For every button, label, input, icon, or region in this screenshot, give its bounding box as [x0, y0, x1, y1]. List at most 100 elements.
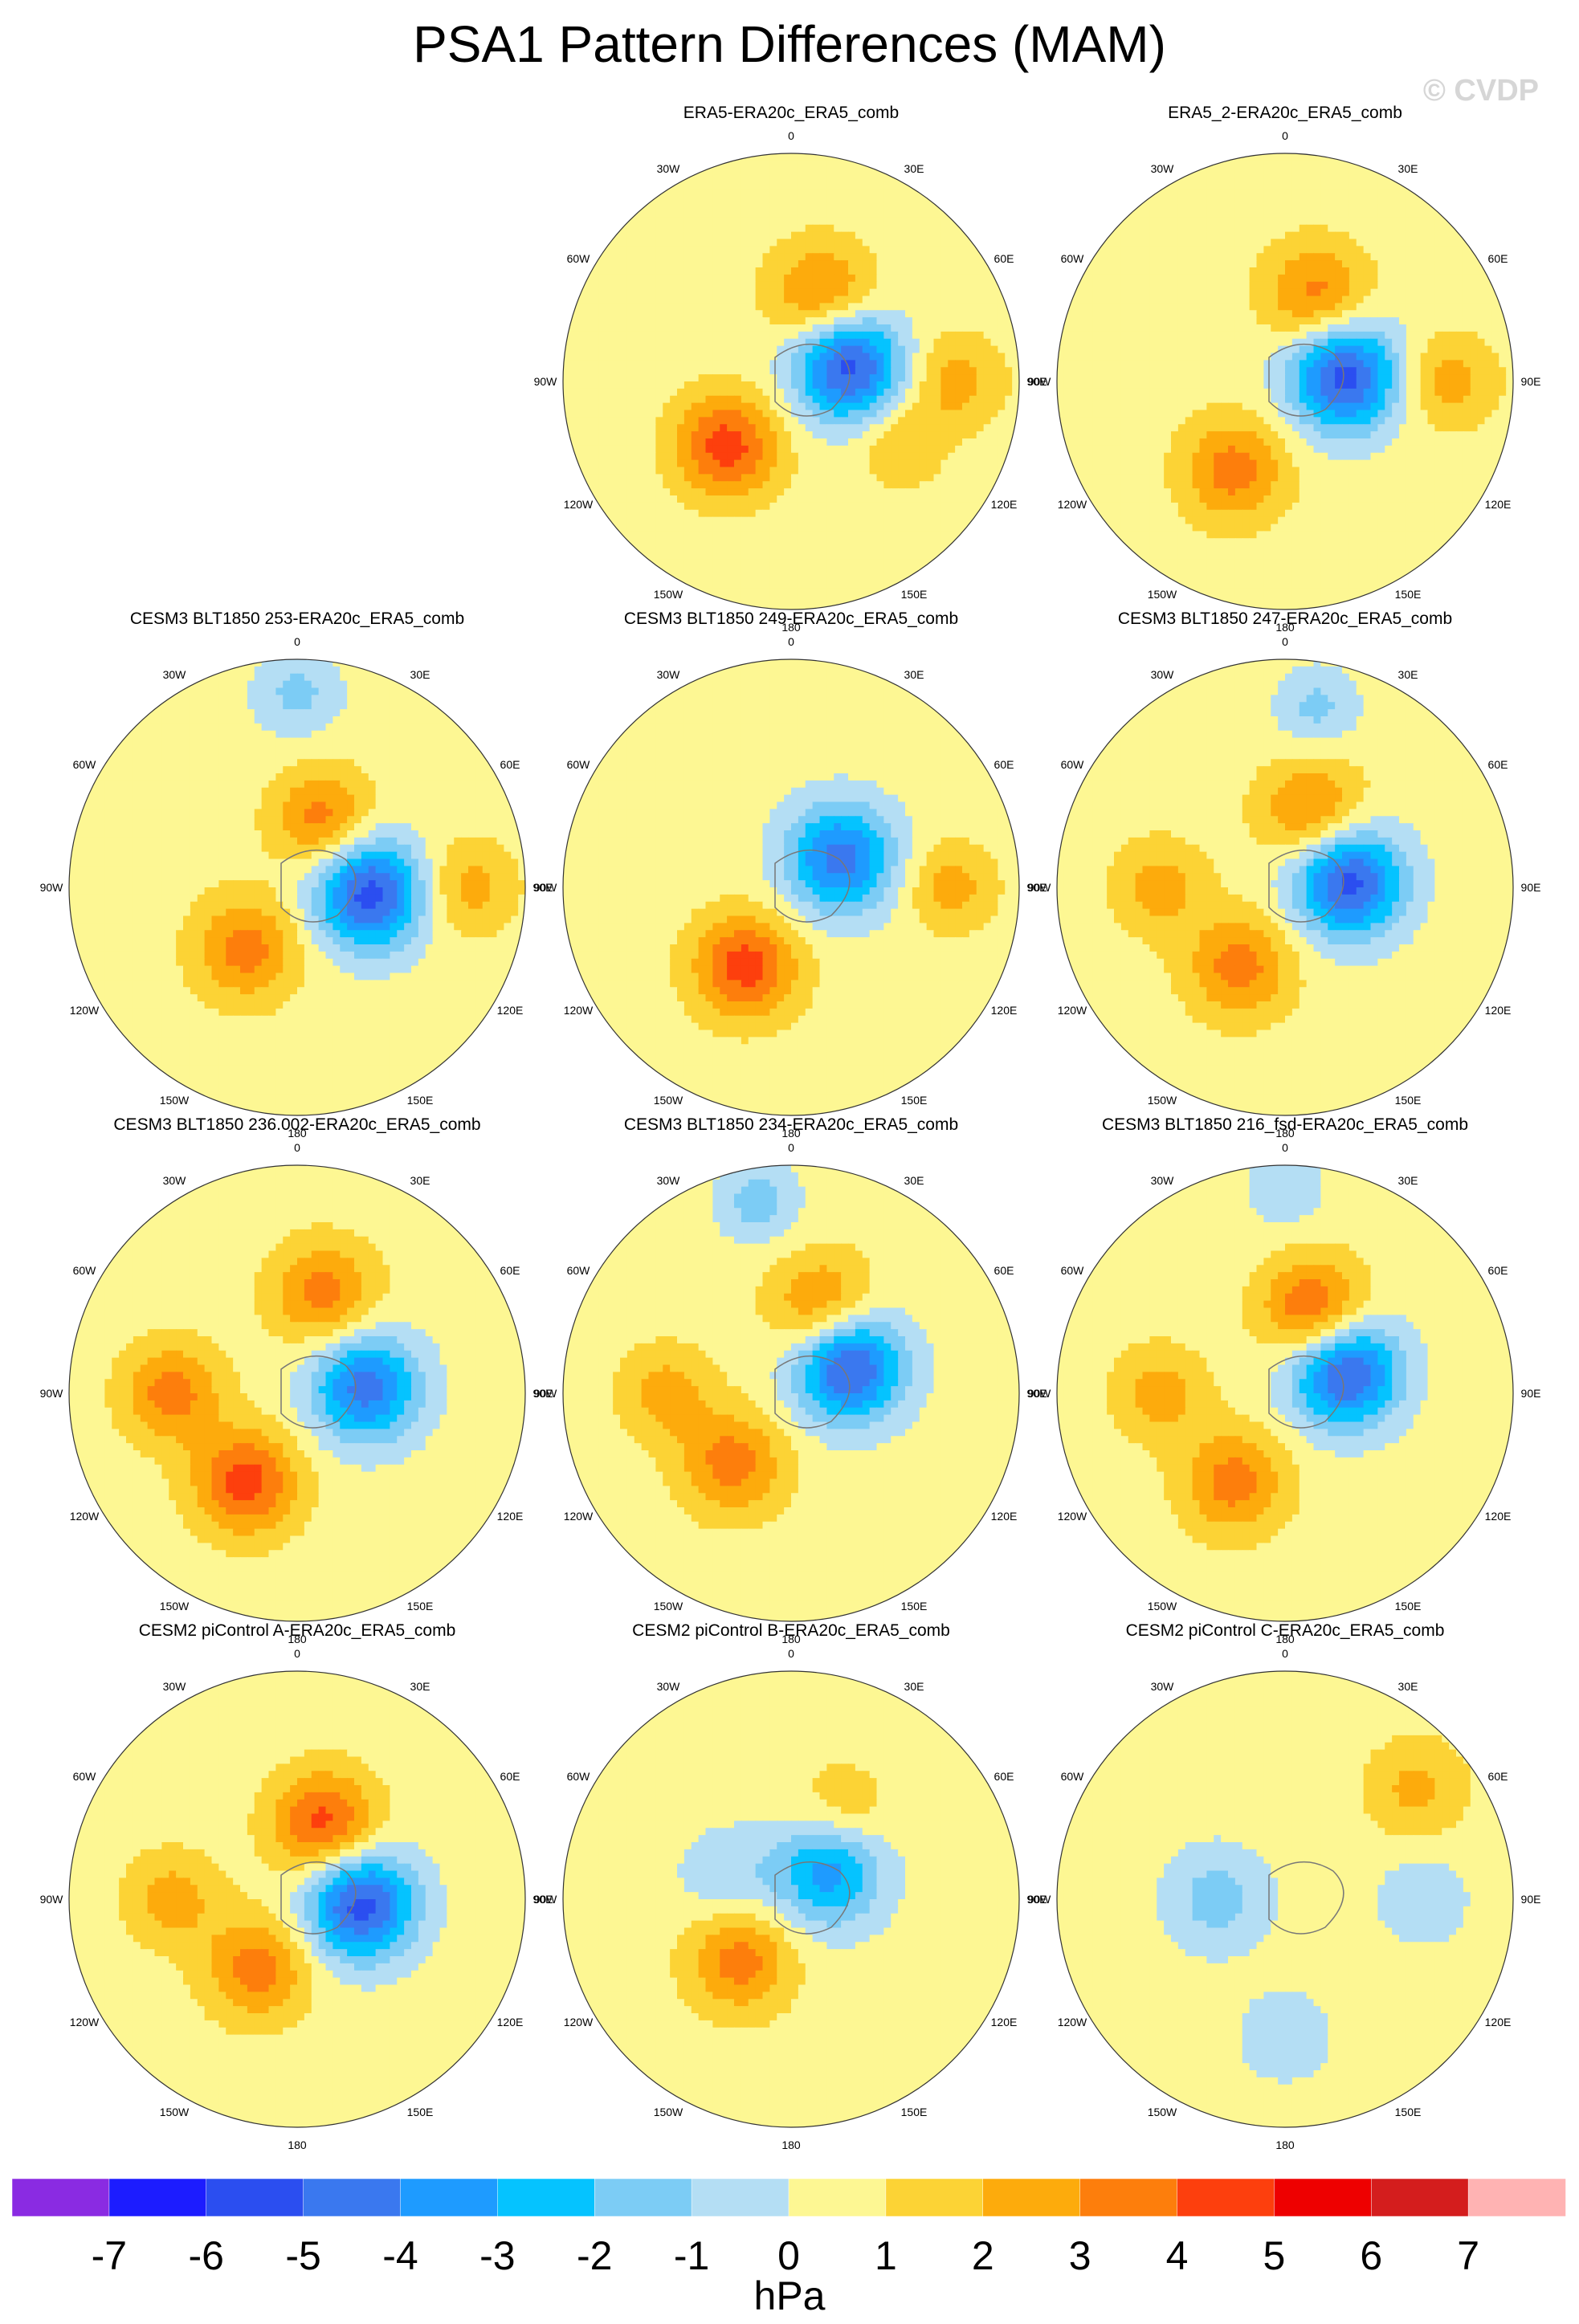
- panel-title: CESM3 BLT1850 247-ERA20c_ERA5_comb: [1044, 610, 1526, 629]
- longitude-label: 90E: [1027, 881, 1047, 894]
- longitude-label: 60E: [1488, 252, 1508, 265]
- longitude-label: 0: [1282, 1141, 1288, 1154]
- map-panel: 0 30E 60E 90E 120E 150E 180 150W 120W 90W 60W 30W: [1028, 1647, 1541, 2151]
- colorbar-tick-label: 2: [951, 2232, 1015, 2279]
- colorbar-tick-label: -1: [659, 2232, 724, 2279]
- longitude-label: 0: [788, 635, 794, 648]
- antarctica-coastline: [280, 1356, 357, 1429]
- longitude-label: 90W: [40, 1387, 64, 1400]
- longitude-label: 30E: [1398, 668, 1418, 681]
- longitude-label: 30E: [410, 668, 430, 681]
- longitude-label: 120W: [1058, 1004, 1087, 1017]
- longitude-label: 150E: [1395, 588, 1422, 601]
- longitude-label: 120E: [991, 1510, 1018, 1523]
- contour-field: [1057, 659, 1513, 1115]
- longitude-label: 30W: [657, 162, 681, 175]
- colorbar-tick-label: 4: [1145, 2232, 1210, 2279]
- longitude-label: 60E: [994, 758, 1014, 771]
- longitude-label: 30W: [657, 1174, 681, 1187]
- contour-field: [1057, 1165, 1513, 1621]
- longitude-label: 90W: [534, 1387, 558, 1400]
- map-boundary: [562, 153, 1020, 610]
- panel-title: ERA5_2-ERA20c_ERA5_comb: [1044, 104, 1526, 123]
- longitude-label: 0: [1282, 129, 1288, 142]
- longitude-label: 180: [1275, 1633, 1295, 1645]
- map-boundary: [1056, 1670, 1514, 2128]
- longitude-label: 150W: [654, 2106, 683, 2118]
- antarctica-coastline: [774, 1356, 851, 1429]
- longitude-label: 120W: [564, 498, 594, 511]
- longitude-label: 90E: [533, 881, 553, 894]
- longitude-label: 120E: [497, 1510, 524, 1523]
- longitude-label: 120W: [1058, 498, 1087, 511]
- map-boundary: [68, 1164, 526, 1622]
- map-panel: 0 30E 60E 90E 120E 150E 180 150W 120W 90W 60W 30W: [534, 635, 1047, 1140]
- longitude-label: 120E: [991, 1004, 1018, 1017]
- longitude-label: 30E: [1398, 1174, 1418, 1187]
- longitude-label: 90W: [534, 1893, 558, 1906]
- contour-field: [563, 1671, 1019, 2127]
- longitude-label: 180: [781, 2138, 801, 2151]
- contour-field: [69, 1165, 525, 1621]
- longitude-label: 120E: [1485, 2016, 1512, 2028]
- longitude-label: 30W: [657, 668, 681, 681]
- antarctica-coastline: [1268, 1356, 1344, 1429]
- panel-title: CESM3 BLT1850 253-ERA20c_ERA5_comb: [56, 610, 538, 629]
- panel-title: CESM3 BLT1850 216_fsd-ERA20c_ERA5_comb: [1044, 1115, 1526, 1135]
- panel-title: ERA5-ERA20c_ERA5_comb: [550, 104, 1032, 123]
- antarctica-coastline: [774, 344, 851, 417]
- longitude-label: 30W: [1151, 668, 1175, 681]
- colorbar-tick-label: 0: [757, 2232, 821, 2279]
- longitude-label: 150E: [901, 1094, 928, 1107]
- colorbar-swatch: [788, 2178, 887, 2217]
- map-boundary: [68, 1670, 526, 2128]
- longitude-label: 30E: [904, 668, 924, 681]
- longitude-label: 150W: [160, 1094, 190, 1107]
- longitude-label: 150E: [901, 588, 928, 601]
- longitude-label: 150E: [407, 1094, 434, 1107]
- panel-title: CESM2 piControl B-ERA20c_ERA5_comb: [550, 1621, 1032, 1641]
- longitude-label: 30W: [1151, 1680, 1175, 1693]
- colorbar-swatch: [206, 2178, 304, 2217]
- longitude-label: 90E: [1521, 1893, 1541, 1906]
- longitude-label: 60W: [567, 1264, 591, 1277]
- colorbar-swatch: [11, 2178, 110, 2217]
- longitude-label: 120E: [497, 2016, 524, 2028]
- map-boundary: [1056, 153, 1514, 610]
- colorbar-tick-label: 1: [854, 2232, 918, 2279]
- map-boundary: [1056, 658, 1514, 1116]
- colorbar-tick-label: -2: [562, 2232, 626, 2279]
- longitude-label: 60W: [1061, 1770, 1085, 1783]
- longitude-label: 120E: [991, 498, 1018, 511]
- map-boundary: [1056, 1164, 1514, 1622]
- longitude-label: 90W: [1028, 1387, 1052, 1400]
- longitude-label: 90E: [533, 1387, 553, 1400]
- colorbar-swatch: [691, 2178, 790, 2217]
- map-panel: 0 30E 60E 90E 120E 150E 180 150W 120W 90W 60W 30W: [534, 1141, 1047, 1645]
- colorbar-swatch: [108, 2178, 207, 2217]
- longitude-label: 180: [1275, 621, 1295, 634]
- colorbar-swatch: [400, 2178, 499, 2217]
- colorbar-unit-label: hPa: [709, 2273, 870, 2319]
- cvdp-watermark: © CVDP: [1423, 74, 1539, 108]
- longitude-label: 150W: [160, 1600, 190, 1613]
- longitude-label: 90E: [1521, 375, 1541, 388]
- longitude-label: 0: [788, 129, 794, 142]
- antarctica-coastline: [1268, 344, 1344, 417]
- longitude-label: 60W: [567, 252, 591, 265]
- longitude-label: 120W: [70, 1510, 100, 1523]
- longitude-label: 0: [294, 1141, 300, 1154]
- colorbar-swatch: [497, 2178, 596, 2217]
- longitude-label: 120W: [70, 1004, 100, 1017]
- contour-field: [69, 1671, 525, 2127]
- map-panel: 0 30E 60E 90E 120E 150E 180 150W 120W 90W 60W 30W: [40, 1647, 553, 2151]
- longitude-label: 60W: [567, 1770, 591, 1783]
- longitude-label: 150W: [1148, 588, 1177, 601]
- longitude-label: 120E: [1485, 498, 1512, 511]
- longitude-label: 90E: [1027, 375, 1047, 388]
- colorbar-swatch: [1274, 2178, 1373, 2217]
- map-panel: 0 30E 60E 90E 120E 150E 180 150W 120W 90W 60W 30W: [534, 129, 1047, 634]
- longitude-label: 0: [788, 1141, 794, 1154]
- longitude-label: 90W: [534, 375, 558, 388]
